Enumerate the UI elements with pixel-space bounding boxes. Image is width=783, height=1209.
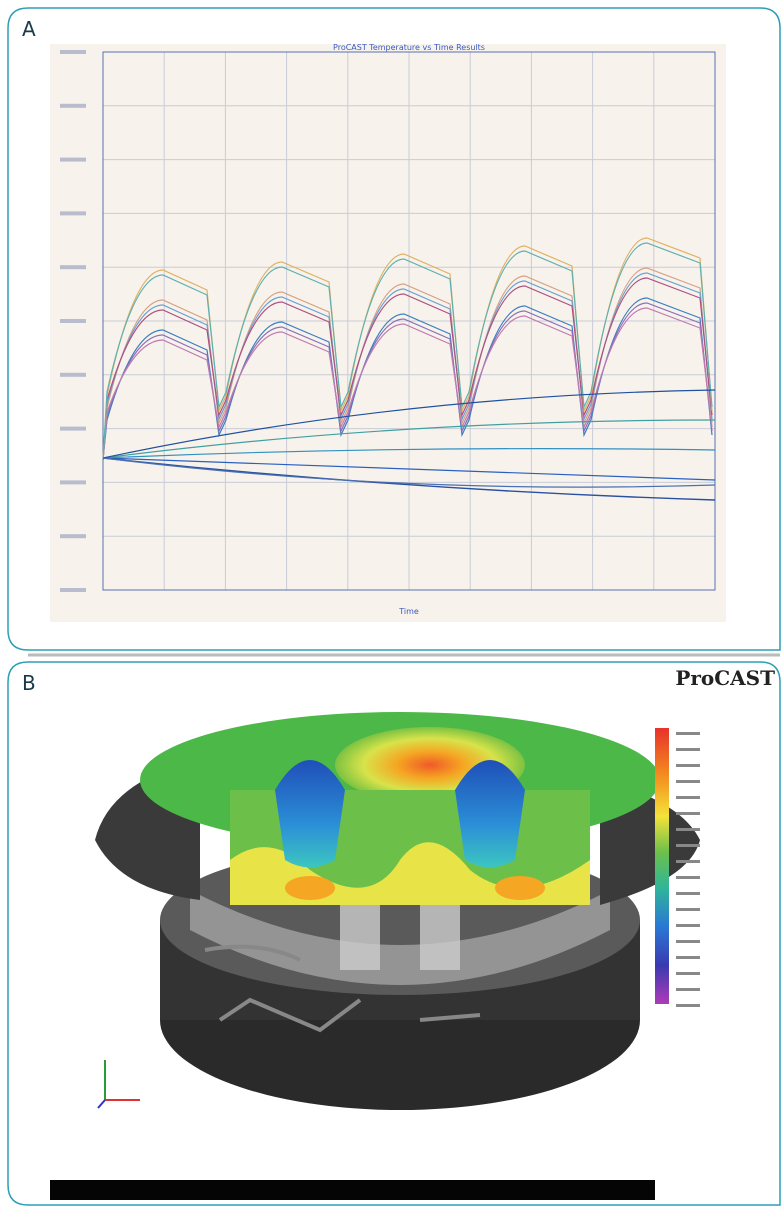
scale-label-blur xyxy=(676,908,700,911)
warm-spot xyxy=(495,876,545,900)
scale-label-blur xyxy=(676,796,700,799)
scale-label-blur xyxy=(676,924,700,927)
axes-triad xyxy=(97,1060,140,1109)
curve xyxy=(102,419,716,459)
axis-tick-blur xyxy=(60,319,86,323)
scale-label-blur xyxy=(676,732,700,735)
curve xyxy=(102,457,716,501)
axis-tick-blur xyxy=(60,372,86,377)
curves xyxy=(102,237,716,501)
render xyxy=(95,712,700,1110)
axis-tick-blur xyxy=(60,534,86,539)
scale-label-blur xyxy=(676,892,700,895)
curve xyxy=(102,302,713,461)
axis-tick-blur xyxy=(60,480,86,485)
axis-tick-blur xyxy=(60,265,86,270)
plot-frame xyxy=(102,51,716,591)
ring xyxy=(190,890,610,985)
warm-spot xyxy=(285,876,335,900)
axis-tick-blur xyxy=(60,426,86,431)
cold-zone xyxy=(455,760,525,868)
scale-label-blur xyxy=(676,764,700,767)
scale-label-blur xyxy=(676,1004,700,1007)
x-axis-label: Time xyxy=(398,607,419,616)
plot-title: ProCAST Temperature vs Time Results xyxy=(333,43,485,52)
scale-label-blur xyxy=(676,988,700,991)
panel-label: B xyxy=(22,671,36,695)
scale-label-blur xyxy=(676,972,700,975)
axis-tick-blur xyxy=(60,103,86,108)
cold-zone xyxy=(275,760,345,868)
curve xyxy=(102,448,716,459)
scale-label-blur xyxy=(676,860,700,863)
panel-b: B ProCAST xyxy=(7,661,781,1206)
curve xyxy=(102,242,713,461)
cooling-channel xyxy=(204,944,481,1033)
logo: ProCAST xyxy=(675,666,775,690)
axis-tick-blur xyxy=(60,588,86,592)
plot-background xyxy=(50,44,726,622)
axis-tick-blur xyxy=(60,211,86,216)
curve xyxy=(102,277,713,461)
scale-label-blur xyxy=(676,876,700,879)
scale-label-blur xyxy=(676,844,700,847)
curve xyxy=(102,307,713,461)
status-bar xyxy=(50,1180,655,1200)
scale-label-blur xyxy=(676,940,700,943)
scale-label-blur xyxy=(676,956,700,959)
scale-label-blur xyxy=(676,828,700,831)
color-scale xyxy=(655,728,669,1004)
curve xyxy=(102,457,716,488)
scale-label-blur xyxy=(676,812,700,815)
curve xyxy=(102,389,716,459)
axis-tick-blur xyxy=(60,50,86,54)
scale-label-blur xyxy=(676,748,700,751)
panel-a: A ProCAST Temperature vs Time Results Ti… xyxy=(7,7,781,657)
color-scale-ticks xyxy=(676,732,700,1007)
panel-label: A xyxy=(22,17,36,41)
axis-tick-blur xyxy=(60,157,86,162)
scale-label-blur xyxy=(676,780,700,783)
